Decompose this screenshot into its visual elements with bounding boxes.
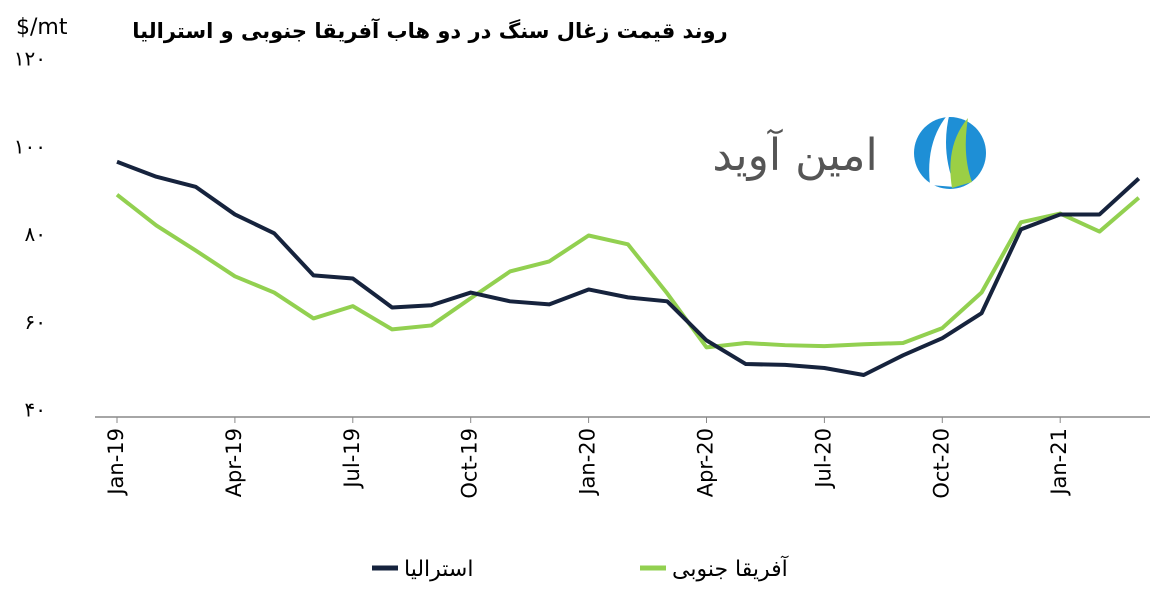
x-tick-label: Apr-19: [222, 428, 246, 497]
chart-title: روند قیمت زغال سنگ در دو هاب آفریقا جنوب…: [132, 18, 727, 43]
x-tick-label: Apr-20: [694, 428, 718, 497]
logo-swoosh: [929, 112, 955, 187]
y-tick-label: ۴۰: [25, 398, 46, 422]
legend-label: آفریقا جنوبی: [672, 555, 789, 582]
x-tick-label: Jan-19: [104, 428, 128, 497]
x-tick-label: Jan-21: [1047, 428, 1071, 497]
series-line: [116, 159, 1141, 378]
y-axis-label: $/mt: [16, 15, 68, 40]
x-tick-label: Jul-20: [811, 428, 835, 490]
logo-text: امین آوید: [712, 128, 877, 181]
legend-label: استرالیا: [404, 557, 473, 582]
x-tick-label: Jan-20: [576, 428, 600, 497]
x-tick-label: Oct-19: [458, 428, 482, 499]
y-tick-label: ۸۰: [25, 222, 46, 246]
y-tick-label: ۱۲۰: [14, 47, 46, 71]
x-tick-label: Jul-19: [340, 428, 364, 490]
y-tick-label: ۱۰۰: [14, 134, 46, 158]
series-line: [115, 193, 1141, 350]
y-tick-label: ۶۰: [25, 310, 46, 334]
logo-swoosh: [950, 118, 972, 188]
logo: امین آوید: [712, 112, 986, 189]
x-tick-label: Oct-20: [929, 428, 953, 499]
